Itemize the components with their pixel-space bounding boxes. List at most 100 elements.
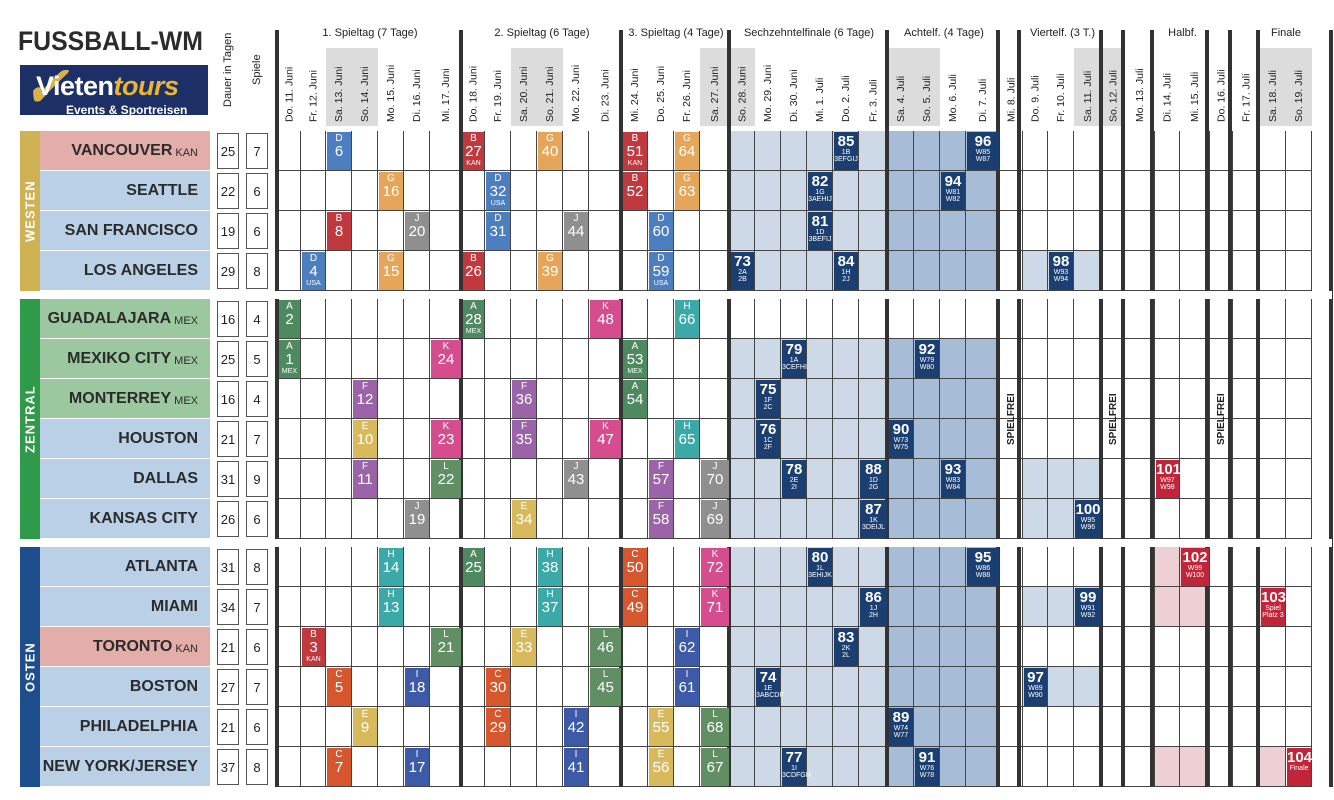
grid-cell	[278, 499, 301, 539]
grid-cell	[755, 211, 781, 251]
knockout-match: 79 1A 3CEFHI	[782, 340, 807, 378]
city-games-count: 7	[246, 669, 268, 705]
grid-cell	[278, 547, 301, 587]
grid-cell	[833, 419, 859, 459]
match-pairing: 1F	[763, 397, 773, 404]
match-pairing: 1L	[816, 565, 824, 572]
match-pairing-2: W94	[1053, 276, 1069, 283]
grid-cell	[589, 747, 622, 787]
grid-cell	[755, 547, 781, 587]
grid-cell	[589, 707, 622, 747]
match-pairing-2: 2I	[791, 484, 797, 491]
group-letter: G	[683, 173, 691, 184]
knockout-match: 76 1C 2F	[756, 420, 780, 458]
grid-cell	[352, 547, 378, 587]
knockout-match: 77 1I 3CDFGH	[782, 748, 811, 786]
city-name: GUADALAJARA	[47, 309, 172, 327]
region-gap	[20, 539, 1332, 547]
match-number: 46	[597, 639, 614, 656]
group-letter: I	[415, 669, 419, 680]
group-letter: E	[361, 709, 369, 720]
match-pairing-2: W90	[1028, 692, 1043, 699]
group-match: K 48	[590, 300, 621, 338]
grid-cell	[563, 251, 589, 291]
grid-cell	[1210, 379, 1233, 419]
grid-cell	[563, 131, 589, 171]
grid-cell	[511, 747, 537, 787]
grid-cell	[966, 459, 1000, 499]
group-letter: I	[685, 629, 689, 640]
group-letter: F	[520, 421, 528, 432]
grid-cell	[730, 747, 755, 787]
grid-cell	[485, 419, 511, 459]
grid-cell	[326, 499, 352, 539]
match-number: 55	[652, 719, 670, 736]
grid-cell	[1286, 299, 1312, 339]
grid-cell	[1210, 707, 1233, 747]
match-number: 74	[759, 669, 777, 686]
group-match: G 40	[538, 132, 562, 170]
group-match: B 27 KAN	[463, 132, 484, 170]
grid-cell	[1155, 667, 1180, 707]
knockout-match: 80 1L 3EHIJK	[808, 548, 832, 586]
grid-cell	[940, 339, 966, 379]
grid-cell	[301, 379, 326, 419]
day-header: Mi. 17. Juni	[440, 68, 452, 122]
group-letter: K	[711, 589, 719, 600]
grid-cell	[1155, 379, 1180, 419]
match-number: 28	[465, 311, 482, 328]
group-letter: K	[602, 421, 609, 432]
grid-cell	[888, 547, 914, 587]
city-name: HOUSTON	[118, 429, 198, 447]
grid-cell	[622, 667, 648, 707]
grid-cell	[301, 707, 326, 747]
group-letter: E	[657, 749, 665, 760]
grid-cell	[378, 627, 404, 667]
grid-cell	[1286, 667, 1312, 707]
grid-cell	[940, 131, 966, 171]
match-pairing: 1G	[815, 189, 825, 196]
city-name-cell: MIAMI	[40, 587, 210, 627]
group-letter: G	[546, 133, 554, 144]
column-separator	[885, 30, 889, 787]
grid-cell	[914, 627, 940, 667]
grid-cell	[326, 379, 352, 419]
grid-cell	[1286, 419, 1312, 459]
grid-cell	[462, 379, 485, 419]
grid-cell	[404, 627, 430, 667]
rest-day-label: SPIELFREI	[1216, 393, 1227, 445]
phase-heading: 1. Spieltag (7 Tage)	[322, 27, 418, 39]
grid-cell	[1048, 171, 1074, 211]
grid-cell	[430, 299, 462, 339]
grid-cell	[589, 339, 622, 379]
grid-cell	[940, 211, 966, 251]
grid-cell	[537, 667, 563, 707]
grid-cell	[404, 339, 430, 379]
match-number: 14	[382, 559, 400, 576]
grid-cell	[404, 171, 430, 211]
grid-cell	[700, 299, 730, 339]
match-number: 77	[785, 749, 803, 766]
grid-cell	[1286, 251, 1312, 291]
match-number: 30	[489, 679, 507, 696]
day-header: Do. 2. Juli	[840, 75, 852, 122]
grid-cell	[352, 667, 378, 707]
group-letter: D	[335, 133, 343, 144]
match-number: 99	[1079, 589, 1097, 606]
grid-cell	[1074, 419, 1102, 459]
knockout-match: 73 2A 2B	[731, 252, 754, 290]
group-letter: D	[494, 173, 502, 184]
match-number: 78	[785, 461, 803, 478]
grid-cell	[622, 459, 648, 499]
match-number: 71	[706, 599, 724, 616]
grid-cell	[966, 667, 1000, 707]
group-match: A 25	[463, 548, 484, 586]
grid-cell	[563, 171, 589, 211]
day-header: Do. 18. Juni	[467, 65, 480, 122]
group-match: E 33	[512, 628, 536, 666]
group-match: H 38	[538, 548, 562, 586]
group-letter: K	[711, 549, 719, 560]
grid-cell	[326, 627, 352, 667]
grid-cell	[485, 299, 511, 339]
